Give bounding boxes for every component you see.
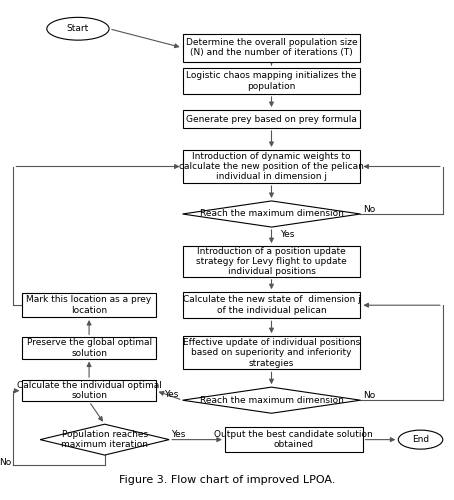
Text: Yes: Yes: [281, 230, 295, 238]
Text: Determine the overall population size
(N) and the number of iterations (T): Determine the overall population size (N…: [186, 38, 357, 58]
FancyBboxPatch shape: [183, 292, 360, 318]
Text: End: End: [412, 435, 429, 444]
FancyBboxPatch shape: [183, 110, 360, 128]
Text: Output the best candidate solution
obtained: Output the best candidate solution obtai…: [214, 430, 373, 450]
Text: Introduction of a position update
strategy for Levy flight to update
individual : Introduction of a position update strate…: [196, 246, 347, 276]
Ellipse shape: [398, 430, 443, 449]
Text: Calculate the new state of  dimension j
of the individual pelican: Calculate the new state of dimension j o…: [183, 296, 360, 315]
Text: Population reaches
maximum iteration: Population reaches maximum iteration: [61, 430, 148, 450]
Text: No: No: [0, 458, 11, 466]
Text: Yes: Yes: [171, 430, 186, 440]
FancyBboxPatch shape: [183, 68, 360, 94]
Polygon shape: [183, 387, 360, 413]
FancyBboxPatch shape: [183, 150, 360, 183]
Polygon shape: [183, 201, 360, 227]
FancyBboxPatch shape: [183, 336, 360, 370]
FancyBboxPatch shape: [22, 294, 156, 317]
Ellipse shape: [47, 18, 109, 40]
FancyBboxPatch shape: [22, 380, 156, 402]
Text: No: No: [363, 204, 375, 214]
Text: Introduction of dynamic weights to
calculate the new position of the pelican
ind: Introduction of dynamic weights to calcu…: [179, 152, 364, 182]
FancyBboxPatch shape: [225, 428, 363, 452]
FancyBboxPatch shape: [22, 338, 156, 358]
Text: Mark this location as a prey
location: Mark this location as a prey location: [26, 296, 152, 315]
Text: Start: Start: [67, 24, 89, 33]
Text: Reach the maximum dimension: Reach the maximum dimension: [200, 210, 343, 218]
Text: Preserve the global optimal
solution: Preserve the global optimal solution: [26, 338, 152, 357]
FancyBboxPatch shape: [183, 246, 360, 277]
Text: Reach the maximum dimension: Reach the maximum dimension: [200, 396, 343, 404]
Text: Generate prey based on prey formula: Generate prey based on prey formula: [186, 114, 357, 124]
Text: Figure 3. Flow chart of improved LPOA.: Figure 3. Flow chart of improved LPOA.: [119, 475, 335, 485]
Text: Calculate the individual optimal
solution: Calculate the individual optimal solutio…: [17, 381, 162, 400]
Text: Effective update of individual positions
based on superiority and inferiority
st: Effective update of individual positions…: [183, 338, 360, 368]
Text: Logistic chaos mapping initializes the
population: Logistic chaos mapping initializes the p…: [186, 72, 357, 90]
Polygon shape: [40, 424, 169, 455]
Text: No: No: [363, 391, 375, 400]
FancyBboxPatch shape: [183, 34, 360, 62]
Text: Yes: Yes: [164, 390, 178, 399]
